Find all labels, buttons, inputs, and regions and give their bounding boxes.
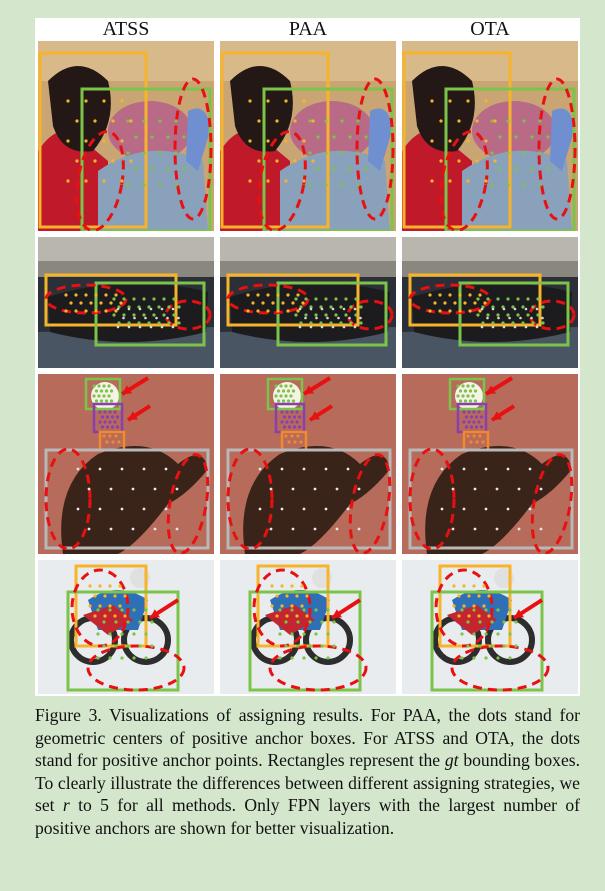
panel-tv-remote-atss	[38, 237, 214, 368]
column-label-paa: PAA	[288, 18, 328, 40]
photo-person-carrying-child	[38, 41, 214, 231]
panel-person-carrying-child-ota	[402, 41, 578, 231]
figure-caption: Figure 3. Visualizations of assigning re…	[35, 704, 580, 840]
photo-person-carrying-child	[402, 41, 578, 231]
panel-motorcyclist-paa	[220, 560, 396, 694]
caption-text-3: to 5 for all methods. Only FPN layers wi…	[35, 795, 580, 838]
column-label-atss: ATSS	[102, 18, 150, 40]
photo-tv-remote	[402, 237, 578, 368]
panel-person-carrying-child-atss	[38, 41, 214, 231]
figure: ATSS PAA OTA	[35, 18, 580, 696]
panel-tv-remote-paa	[220, 237, 396, 368]
caption-r: r	[62, 795, 70, 816]
caption-text-1: Figure 3. Visualizations of assigning re…	[35, 705, 580, 771]
panel-motorcyclist-ota	[402, 560, 578, 694]
column-label-ota: OTA	[470, 18, 510, 40]
panel-bear-and-bird-atss	[38, 374, 214, 554]
caption-text-2: bounding boxes. To clearly illustrate th…	[35, 750, 580, 816]
panel-person-carrying-child-paa	[220, 41, 396, 231]
photo-bear-and-bird	[402, 374, 578, 554]
panel-tv-remote-ota	[402, 237, 578, 368]
photo-motorcyclist	[38, 560, 214, 694]
photo-motorcyclist	[402, 560, 578, 694]
photo-motorcyclist	[220, 560, 396, 694]
panel-motorcyclist-atss	[38, 560, 214, 694]
photo-bear-and-bird	[38, 374, 214, 554]
photo-bear-and-bird	[220, 374, 396, 554]
photo-person-carrying-child	[220, 41, 396, 231]
panel-bear-and-bird-paa	[220, 374, 396, 554]
caption-gt: gt	[444, 750, 459, 771]
photo-tv-remote	[38, 237, 214, 368]
photo-tv-remote	[220, 237, 396, 368]
panel-bear-and-bird-ota	[402, 374, 578, 554]
